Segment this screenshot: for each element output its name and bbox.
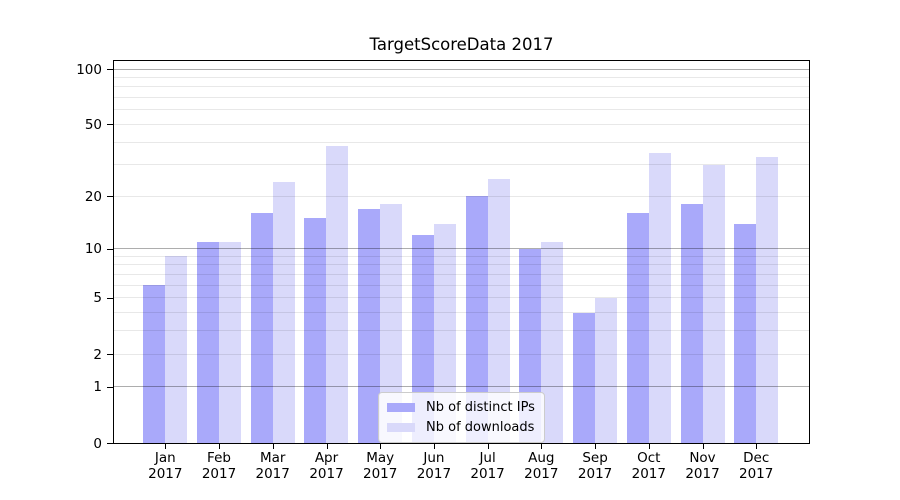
- y-tick-50: [107, 124, 113, 126]
- y-tick-label-10: 10: [84, 241, 102, 258]
- y-tick-label-20: 20: [84, 188, 102, 205]
- y-tick-1: [107, 386, 113, 388]
- x-tick-feb: [219, 444, 220, 449]
- y-tick-2: [107, 354, 113, 355]
- legend-row-downloads: Nb of downloads: [387, 419, 535, 436]
- x-tick-aug: [541, 444, 543, 449]
- x-tick-label-mar: Mar 2017: [255, 450, 290, 482]
- x-tick-jan: [165, 444, 167, 449]
- bar-downloads-oct: [648, 152, 671, 443]
- x-tick-label-oct: Oct 2017: [631, 450, 666, 482]
- bar-downloads-sep: [595, 297, 618, 443]
- legend: Nb of distinct IPs Nb of downloads: [378, 392, 545, 443]
- x-tick-label-may: May 2017: [363, 450, 398, 482]
- bar-downloads-may: [380, 204, 403, 443]
- x-tick-apr: [326, 444, 328, 449]
- bar-distinct-ips-mar: [250, 213, 273, 443]
- x-tick-label-jun: Jun 2017: [416, 450, 452, 482]
- x-tick-label-nov: Nov 2017: [685, 450, 720, 482]
- x-tick-sep: [595, 444, 597, 449]
- x-tick-label-sep: Sep 2017: [577, 450, 613, 482]
- legend-swatch-downloads: [387, 423, 415, 432]
- x-tick-may: [380, 444, 382, 449]
- y-tick-5: [107, 297, 113, 299]
- bar-downloads-jul: [487, 179, 510, 443]
- bar-distinct-ips-dec: [734, 223, 757, 443]
- y-tick-label-5: 5: [93, 290, 102, 307]
- x-tick-dec: [756, 444, 758, 449]
- y-tick-20: [107, 196, 113, 198]
- chart-title: TargetScoreData 2017: [369, 35, 554, 54]
- x-tick-oct: [648, 444, 650, 449]
- x-tick-label-dec: Dec 2017: [739, 450, 774, 482]
- bar-downloads-jun: [433, 223, 456, 443]
- y-tick-label-0: 0: [93, 435, 102, 452]
- bar-distinct-ips-jan: [143, 285, 166, 443]
- bar-distinct-ips-nov: [680, 204, 703, 443]
- bar-downloads-nov: [702, 164, 725, 443]
- bar-downloads-apr: [326, 146, 349, 443]
- legend-swatch-distinct-ips: [387, 403, 415, 412]
- legend-label-downloads: Nb of downloads: [426, 420, 535, 435]
- x-tick-label-feb: Feb 2017: [201, 450, 237, 482]
- x-tick-jul: [487, 444, 489, 449]
- y-tick-100: [107, 69, 113, 70]
- x-tick-label-jul: Jul 2017: [470, 450, 505, 482]
- y-tick-label-100: 100: [76, 61, 102, 78]
- y-tick-label-2: 2: [93, 346, 102, 363]
- x-tick-nov: [702, 444, 704, 449]
- legend-label-distinct-ips: Nb of distinct IPs: [426, 400, 535, 415]
- y-tick-label-50: 50: [84, 116, 102, 133]
- x-tick-label-apr: Apr 2017: [309, 450, 344, 482]
- bar-distinct-ips-sep: [573, 312, 596, 443]
- x-tick-jun: [433, 444, 435, 449]
- y-tick-10: [107, 248, 113, 250]
- bar-downloads-mar: [272, 182, 295, 443]
- bar-distinct-ips-feb: [197, 241, 220, 443]
- bar-downloads-aug: [541, 241, 564, 443]
- x-tick-mar: [272, 444, 274, 449]
- bar-downloads-jan: [165, 256, 188, 443]
- legend-row-distinct-ips: Nb of distinct IPs: [387, 399, 535, 416]
- x-tick-label-jan: Jan 2017: [148, 450, 183, 482]
- bar-downloads-dec: [756, 157, 779, 443]
- y-tick-label-1: 1: [93, 379, 102, 396]
- bar-distinct-ips-apr: [304, 218, 327, 443]
- plot-area: Nb of distinct IPs Nb of downloads: [113, 60, 810, 444]
- bar-downloads-feb: [219, 241, 242, 443]
- bar-distinct-ips-jul: [465, 196, 488, 443]
- bar-distinct-ips-may: [358, 208, 381, 443]
- bar-distinct-ips-jun: [411, 235, 434, 443]
- bar-distinct-ips-oct: [626, 213, 649, 443]
- y-tick-0: [107, 443, 113, 444]
- x-tick-label-aug: Aug 2017: [524, 450, 559, 482]
- bars-layer: [114, 61, 809, 443]
